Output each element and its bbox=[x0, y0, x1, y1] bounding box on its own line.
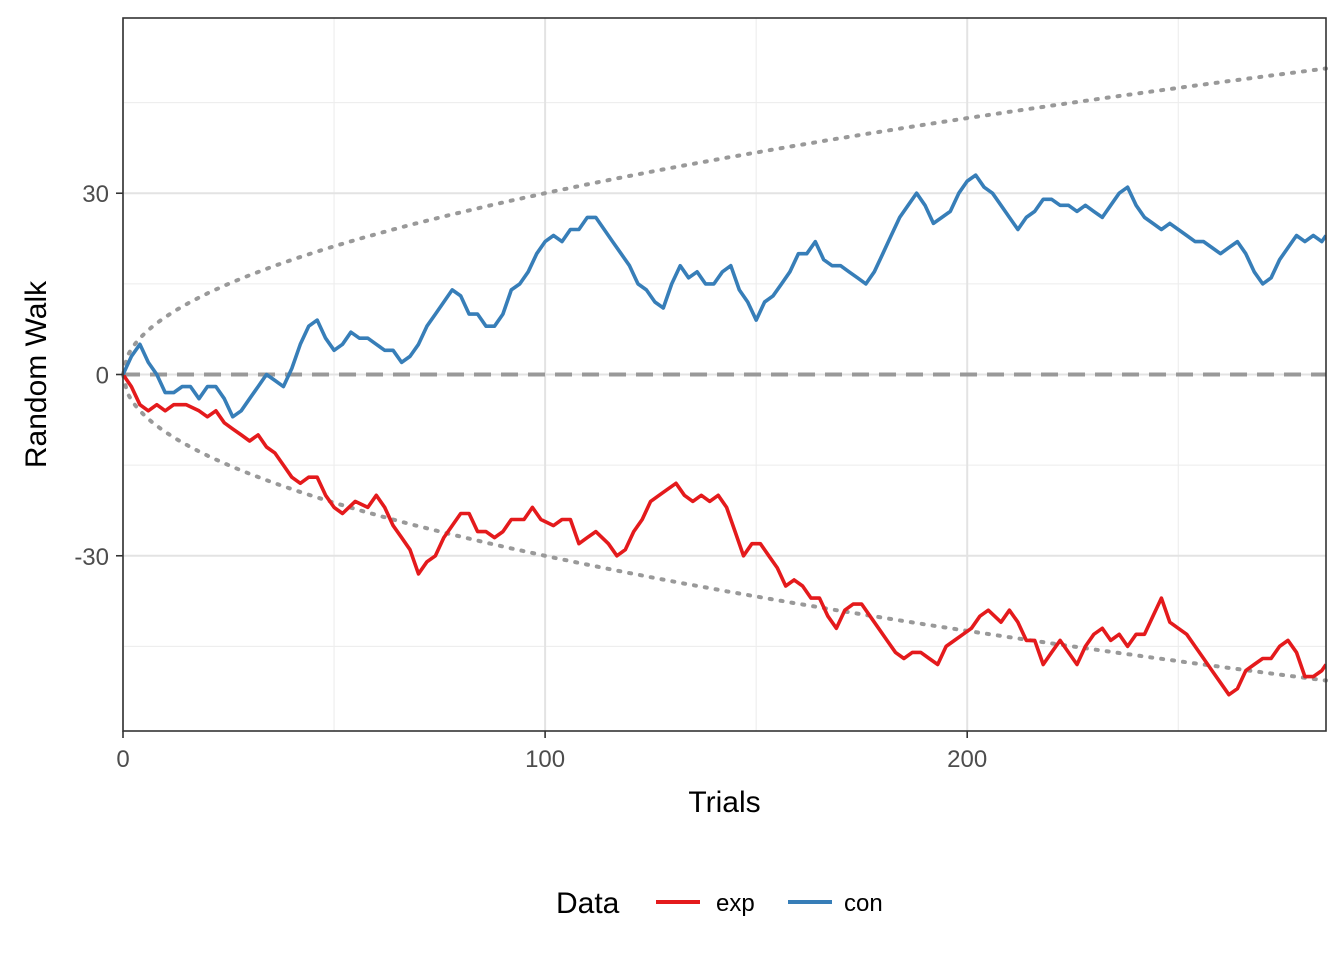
y-tick-label: 0 bbox=[96, 363, 109, 390]
legend-label-exp: exp bbox=[716, 890, 755, 917]
upper-bound-dotted-line bbox=[121, 66, 1328, 377]
series-line-exp bbox=[123, 373, 1326, 697]
y-tick-label: -30 bbox=[74, 544, 109, 571]
legend-label-con: con bbox=[844, 890, 883, 917]
x-tick-label: 0 bbox=[116, 746, 129, 773]
axis-ticks: 0 100 200 -30 0 30 bbox=[74, 181, 987, 773]
data-series bbox=[123, 173, 1326, 697]
y-tick-label: 30 bbox=[82, 181, 109, 208]
series-line-con bbox=[123, 173, 1326, 419]
legend-title: Data bbox=[556, 887, 620, 920]
x-tick-label: 100 bbox=[525, 746, 565, 773]
y-axis-title: Random Walk bbox=[20, 280, 53, 468]
reference-lines bbox=[121, 66, 1328, 683]
legend: Data exp con bbox=[556, 887, 883, 920]
lower-bound-dotted-line bbox=[121, 372, 1328, 683]
x-axis-title: Trials bbox=[688, 786, 760, 819]
x-tick-label: 200 bbox=[947, 746, 987, 773]
